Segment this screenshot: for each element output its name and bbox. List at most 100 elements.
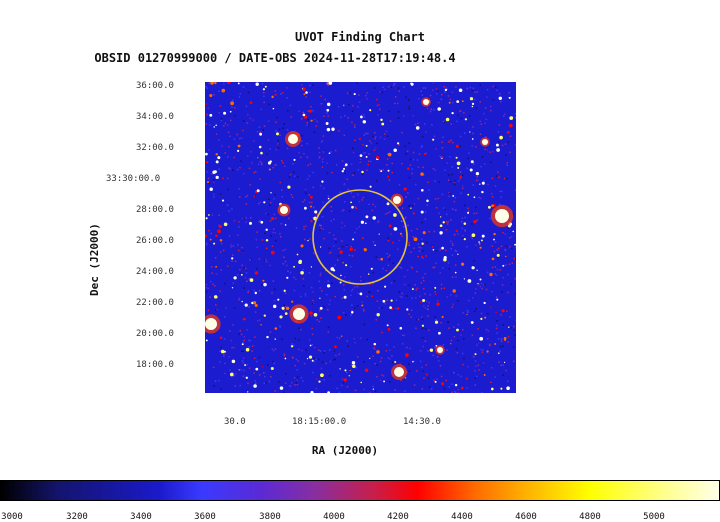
star [494, 343, 496, 345]
noise-speckle [515, 278, 517, 280]
noise-speckle [444, 388, 446, 390]
noise-speckle [441, 284, 443, 286]
noise-speckle [213, 385, 215, 387]
noise-speckle [321, 225, 323, 227]
noise-speckle [281, 223, 283, 225]
noise-speckle [491, 291, 493, 293]
noise-speckle [224, 373, 226, 375]
noise-speckle [322, 202, 324, 204]
star [400, 233, 402, 235]
noise-speckle [381, 374, 383, 376]
noise-speckle [279, 129, 281, 131]
noise-speckle [213, 182, 215, 184]
noise-speckle [381, 307, 383, 309]
noise-speckle [451, 340, 453, 342]
noise-speckle [363, 153, 365, 155]
bright-star [288, 134, 298, 144]
noise-speckle [263, 92, 265, 94]
star [492, 258, 495, 261]
noise-speckle [425, 131, 427, 133]
star [388, 328, 391, 331]
noise-speckle [259, 319, 261, 321]
noise-speckle [460, 334, 462, 336]
noise-speckle [319, 152, 321, 154]
noise-speckle [470, 87, 472, 89]
star [310, 345, 312, 347]
noise-speckle [231, 246, 233, 248]
noise-speckle [227, 266, 229, 268]
noise-speckle [397, 103, 399, 105]
noise-speckle [417, 256, 419, 258]
star [327, 103, 330, 106]
star [441, 156, 443, 158]
star [372, 216, 376, 220]
star [233, 276, 236, 279]
noise-speckle [455, 210, 457, 212]
noise-speckle [468, 153, 470, 155]
noise-speckle [206, 114, 208, 116]
noise-speckle [401, 132, 403, 134]
noise-speckle [363, 114, 365, 116]
noise-speckle [254, 196, 256, 198]
noise-speckle [250, 259, 252, 261]
noise-speckle [509, 237, 511, 239]
noise-speckle [366, 296, 368, 298]
noise-speckle [359, 201, 361, 203]
star [360, 382, 362, 384]
noise-speckle [486, 119, 488, 121]
noise-speckle [373, 241, 375, 243]
star [291, 345, 293, 347]
noise-speckle [242, 265, 244, 267]
noise-speckle [443, 344, 445, 346]
star [205, 234, 207, 237]
noise-speckle [403, 226, 405, 228]
noise-speckle [471, 223, 473, 225]
star [504, 362, 505, 363]
noise-speckle [294, 290, 296, 292]
noise-speckle [233, 282, 235, 284]
noise-speckle [287, 271, 289, 273]
noise-speckle [423, 305, 425, 307]
noise-speckle [312, 300, 314, 302]
noise-speckle [320, 275, 322, 277]
noise-speckle [472, 335, 474, 337]
noise-speckle [344, 115, 346, 117]
noise-speckle [245, 277, 247, 279]
noise-speckle [407, 192, 409, 194]
noise-speckle [227, 178, 229, 180]
noise-speckle [206, 291, 208, 293]
star [472, 233, 476, 237]
noise-speckle [242, 351, 244, 353]
bright-star [495, 209, 509, 223]
noise-speckle [419, 295, 421, 297]
noise-speckle [375, 206, 377, 208]
star [506, 386, 510, 390]
noise-speckle [466, 246, 468, 248]
noise-speckle [224, 316, 226, 318]
noise-speckle [346, 372, 348, 374]
noise-speckle [463, 338, 465, 340]
noise-speckle [275, 232, 277, 234]
noise-speckle [473, 88, 475, 90]
noise-speckle [450, 140, 452, 142]
noise-speckle [439, 156, 441, 158]
star [255, 368, 258, 371]
noise-speckle [355, 390, 357, 392]
bright-star [482, 139, 488, 145]
noise-speckle [307, 143, 309, 145]
noise-speckle [290, 174, 292, 176]
noise-speckle [258, 164, 260, 166]
noise-speckle [475, 288, 477, 290]
noise-speckle [474, 370, 476, 372]
star [488, 206, 491, 209]
noise-speckle [357, 305, 359, 307]
noise-speckle [230, 244, 232, 246]
noise-speckle [343, 284, 345, 286]
star [361, 304, 363, 306]
noise-speckle [416, 228, 418, 230]
noise-speckle [320, 317, 322, 319]
noise-speckle [218, 139, 220, 141]
noise-speckle [450, 241, 452, 243]
noise-speckle [361, 301, 363, 303]
noise-speckle [434, 231, 436, 233]
